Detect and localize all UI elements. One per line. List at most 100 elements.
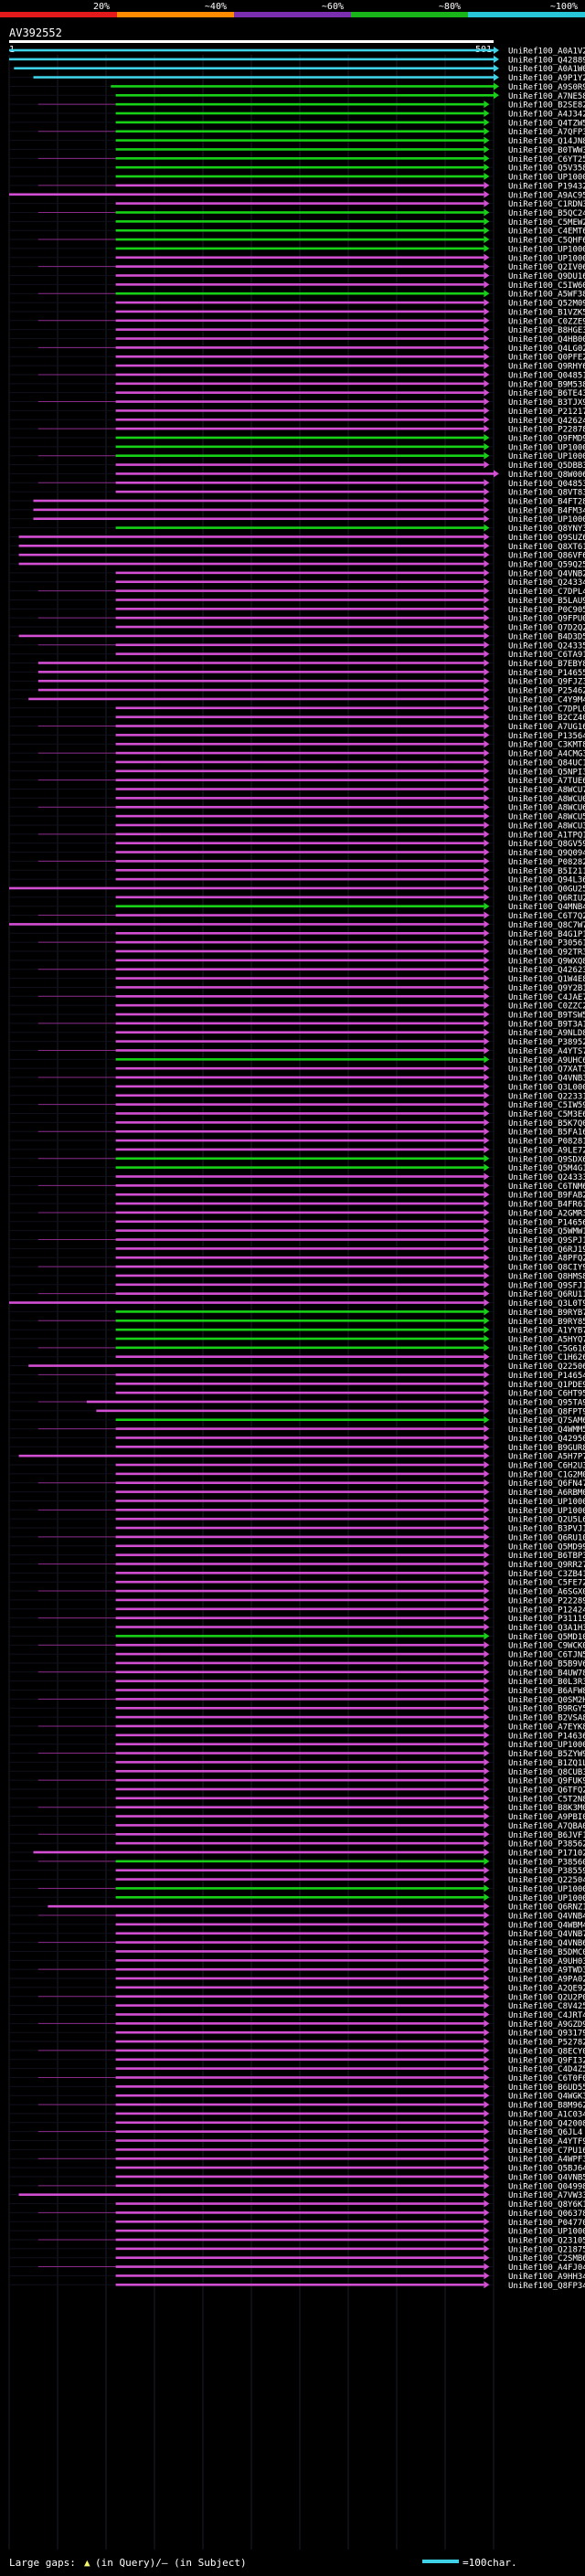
hit-arrow-icon	[484, 1191, 490, 1199]
hit-bar	[111, 85, 495, 88]
hit-arrow-icon	[484, 578, 490, 586]
hit-row: UniRef100_C4D4Z5	[9, 2064, 585, 2074]
hit-label: UniRef100_C6TA91	[508, 651, 585, 660]
hit-arrow-icon	[484, 2146, 490, 2154]
hit-label: UniRef100_A9AC95	[508, 191, 585, 200]
hit-row: UniRef100_B9T3A1	[9, 1019, 585, 1029]
hit-bar	[115, 1346, 484, 1350]
hit-bar	[33, 1850, 484, 1854]
hit-arrow-icon	[484, 758, 490, 766]
hit-label: UniRef100_C7DPL0	[508, 705, 585, 714]
hit-label: UniRef100_C6YT25	[508, 155, 585, 164]
hit-row: UniRef100_C6HT95	[9, 1389, 585, 1399]
hit-label: UniRef100_A9TWD3	[508, 1966, 585, 1976]
hit-bar	[115, 1598, 484, 1602]
hit-row: UniRef100_B4G1P1	[9, 929, 585, 939]
hit-row: UniRef100_A8WCU7	[9, 785, 585, 795]
hit-label: UniRef100_C4D4Z5	[508, 2065, 585, 2074]
hit-row: UniRef100_C7DPL4	[9, 587, 585, 597]
hit-bar	[115, 364, 484, 367]
hit-bar	[115, 337, 484, 340]
hit-arrow-icon	[484, 1326, 490, 1334]
hit-bar	[115, 1211, 484, 1214]
hit-bar	[115, 481, 484, 484]
hit-bar	[115, 2030, 484, 2034]
hit-arrow-icon	[484, 641, 490, 649]
hit-row: UniRef100_Q6FN47	[9, 1479, 585, 1489]
hit-row: UniRef100_C1RDN3	[9, 199, 585, 209]
hit-row: UniRef100_Q5DBB3	[9, 461, 585, 471]
hit-bar	[115, 1661, 484, 1665]
hit-row: UniRef100_P14636	[9, 1731, 585, 1741]
hit-row: UniRef100_Q92TR3	[9, 948, 585, 958]
hit-label: UniRef100_A8WCU0	[508, 795, 585, 804]
hit-bar	[115, 652, 484, 655]
hit-arrow-icon	[484, 1065, 490, 1073]
hit-label: UniRef100_Q24334	[508, 578, 585, 588]
hit-bar	[115, 94, 494, 97]
hit-bar	[115, 1932, 484, 1935]
hit-arrow-icon	[484, 190, 490, 198]
hit-bar	[115, 1427, 484, 1430]
hit-bar	[115, 1896, 484, 1899]
hit-label: UniRef100_A7QFP3	[508, 128, 585, 137]
hit-row: UniRef100_B9FAB2	[9, 1191, 585, 1201]
hit-row: UniRef100_A8WCU6	[9, 803, 585, 813]
hit-bar	[115, 2121, 484, 2125]
hit-row: UniRef100_Q4WBM4	[9, 1920, 585, 1930]
hit-arrow-icon	[484, 1352, 490, 1361]
hit-label: UniRef100_Q6RJ19	[508, 1246, 585, 1255]
hit-label: UniRef100_C6TNM6	[508, 1182, 585, 1192]
hit-arrow-icon	[484, 1415, 490, 1424]
hit-row: UniRef100_Q9Q094	[9, 848, 585, 858]
hit-arrow-icon	[484, 2181, 490, 2189]
hit-row: UniRef100_C7PU16	[9, 2146, 585, 2156]
hit-row: UniRef100_B9GUR8	[9, 1443, 585, 1453]
hit-bar	[115, 1680, 484, 1682]
hit-row: UniRef100_C5IW60	[9, 281, 585, 291]
hit-row: UniRef100_Q2U2P0	[9, 1992, 585, 2002]
legend-label: ~40%	[205, 2, 227, 12]
hit-bar	[115, 1544, 484, 1548]
hit-label: UniRef100_Q4LG02	[508, 345, 585, 354]
hit-bar	[115, 256, 484, 260]
hit-row: UniRef100_UP1000..	[9, 2227, 585, 2237]
hit-arrow-icon	[484, 1947, 490, 1956]
hit-bar	[115, 418, 484, 421]
hit-arrow-icon	[484, 1632, 490, 1640]
hit-arrow-icon	[494, 91, 499, 100]
hit-label: UniRef100_B7EBY8	[508, 660, 585, 669]
hit-row: UniRef100_B5ZYW9	[9, 1749, 585, 1759]
hit-label: UniRef100_A9P1Y2	[508, 74, 585, 83]
hit-bar	[115, 292, 484, 295]
hit-label: UniRef100_A7NE58	[508, 92, 585, 101]
hit-label: UniRef100_Q0PFE2	[508, 354, 585, 363]
hit-label: UniRef100_P14656	[508, 1218, 585, 1227]
hit-label: UniRef100_A9PA02	[508, 1976, 585, 1985]
hit-bar	[115, 2184, 484, 2188]
hit-label: UniRef100_UP1000..	[508, 1507, 585, 1516]
hit-row: UniRef100_UP1000..	[9, 442, 585, 452]
hit-row: UniRef100_A9PBI0	[9, 1812, 585, 1822]
hit-label: UniRef100_Q94L36	[508, 876, 585, 885]
hit-row: UniRef100_B9TSW5	[9, 1011, 585, 1021]
hit-row: UniRef100_Q0GU25	[9, 884, 585, 894]
hit-row: UniRef100_B5B9V6	[9, 1659, 585, 1669]
hit-label: UniRef100_B2SE82	[508, 101, 585, 111]
hit-label: UniRef100_C3KMT8	[508, 741, 585, 750]
hit-bar	[96, 1409, 484, 1413]
hit-arrow-icon	[484, 1011, 490, 1019]
hit-row: UniRef100_Q9SUZ6	[9, 533, 585, 543]
hit-row: UniRef100_UP1000..	[9, 1506, 585, 1516]
chart-title: AV392552	[9, 27, 62, 39]
hit-bar	[115, 1626, 484, 1628]
hit-label: UniRef100_Q4VNB7	[508, 1930, 585, 1939]
hit-row: UniRef100_Q86VF6	[9, 551, 585, 561]
hit-arrow-icon	[484, 2155, 490, 2163]
hit-row: UniRef100_C8V425	[9, 2001, 585, 2011]
hit-arrow-icon	[484, 920, 490, 928]
hit-bar	[115, 2067, 484, 2070]
hit-label: UniRef100_C4EMT6	[508, 228, 585, 237]
hit-row: UniRef100_Q4LG02	[9, 344, 585, 354]
